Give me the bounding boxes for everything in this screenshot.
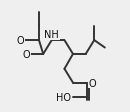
Text: HO: HO [56,93,71,103]
Text: O: O [17,36,24,46]
Text: NH: NH [44,30,59,40]
Text: O: O [23,50,30,59]
Text: O: O [89,78,97,88]
